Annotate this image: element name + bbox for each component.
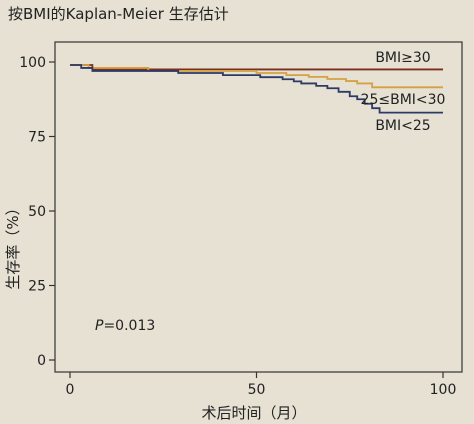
y-tick-label-50: 50 [28,204,46,220]
x-axis: 0 50 100 [66,372,457,398]
x-axis-label: 术后时间（月） [201,404,306,422]
x-tick-label-100: 100 [430,382,457,398]
y-axis-label: 生存率（%） [4,200,22,289]
y-tick-label-25: 25 [28,279,46,295]
y-tick-label-0: 0 [37,353,46,369]
chart-title: 按BMI的Kaplan-Meier 生存估计 [8,5,229,23]
series-line-2 [70,64,443,114]
x-tick-label-50: 50 [248,382,266,398]
series-labels: BMI≥30 25≤BMI<30 BMI<25 [361,50,446,134]
y-axis: 0 25 50 75 100 [19,55,55,369]
y-tick-label-75: 75 [28,130,46,146]
x-tick-label-0: 0 [66,382,75,398]
series-label-2: BMI<25 [375,118,430,134]
series-label-0: BMI≥30 [375,50,430,66]
series-line-1 [70,64,443,89]
series-layer [70,64,443,114]
series-label-1: 25≤BMI<30 [361,92,446,108]
plot-frame [54,41,463,373]
y-tick-label-100: 100 [19,55,46,71]
p-value-annotation: P=0.013 [95,318,155,334]
